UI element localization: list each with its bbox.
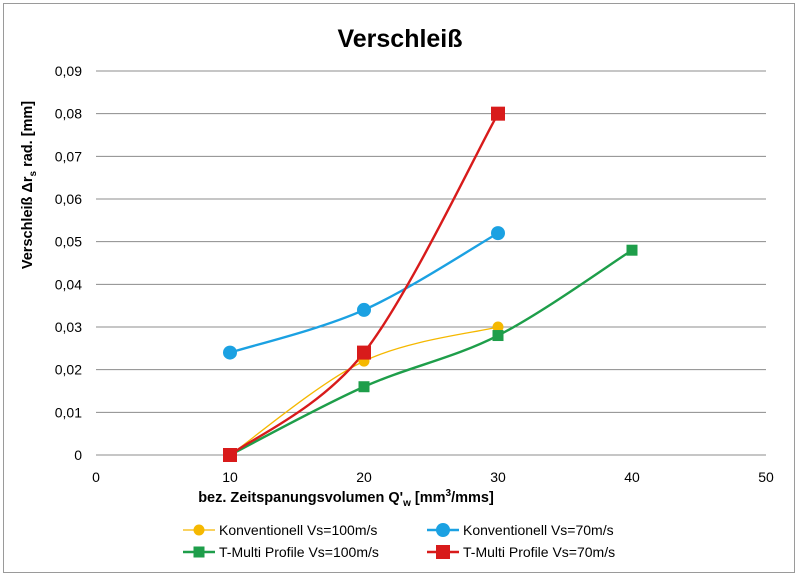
y-tick-label: 0,07: [55, 148, 82, 164]
y-tick-label: 0,04: [55, 276, 82, 292]
data-point-series-2: [223, 345, 237, 360]
legend-marker: [193, 524, 205, 536]
legend-label: T-Multi Profile Vs=100m/s: [219, 544, 379, 560]
y-tick-label: 0,05: [55, 234, 82, 250]
legend-marker: [193, 546, 205, 558]
data-point-series-4: [491, 106, 505, 121]
legend-marker: [436, 523, 450, 537]
grid-lines: [96, 70, 766, 456]
y-axis-label: Verschleiß Δrs rad. [mm]: [20, 101, 39, 269]
data-point-series-3: [626, 244, 638, 256]
x-tick-label: 30: [490, 469, 506, 485]
y-tick-label: 0,06: [55, 191, 82, 207]
y-tick-label: 0,03: [55, 319, 82, 335]
legend: Konventionell Vs=100m/s Konventionell Vs=…: [183, 522, 615, 560]
legend-label: T-Multi Profile Vs=70m/s: [463, 544, 615, 560]
x-tick-label: 0: [92, 469, 100, 485]
legend-label: Konventionell Vs=70m/s: [463, 522, 614, 538]
x-tick-labels: 0 10 20 30 40 50: [92, 469, 774, 485]
x-axis-label: bez. Zeitspanungsvolumen Q'w [mm3/mms]: [198, 488, 494, 509]
x-tick-label: 40: [624, 469, 640, 485]
y-tick-label: 0,09: [55, 63, 82, 79]
series-markers: [223, 106, 638, 462]
data-point-series-1: [492, 321, 504, 333]
y-tick-label: 0,02: [55, 362, 82, 378]
y-tick-label: 0,08: [55, 106, 82, 122]
x-tick-label: 50: [758, 469, 774, 485]
y-tick-labels: 0 0,01 0,02 0,03 0,04 0,05 0,06 0,07 0,08 0,09: [55, 63, 82, 463]
data-point-series-4: [357, 345, 371, 360]
y-tick-label: 0,01: [55, 404, 82, 420]
data-point-series-3: [492, 330, 504, 342]
legend-marker: [436, 545, 450, 559]
chart-frame: [3, 3, 795, 573]
data-point-series-3: [358, 381, 370, 393]
series-line-3: [229, 249, 633, 457]
legend-label: Konventionell Vs=100m/s: [219, 522, 377, 538]
x-tick-label: 10: [222, 469, 238, 485]
data-point-series-4: [223, 448, 237, 462]
data-point-series-2: [357, 302, 371, 317]
data-point-series-2: [491, 226, 505, 241]
x-tick-label: 20: [356, 469, 372, 485]
y-tick-label: 0: [74, 447, 82, 463]
chart-title: Verschleiß: [337, 25, 462, 53]
